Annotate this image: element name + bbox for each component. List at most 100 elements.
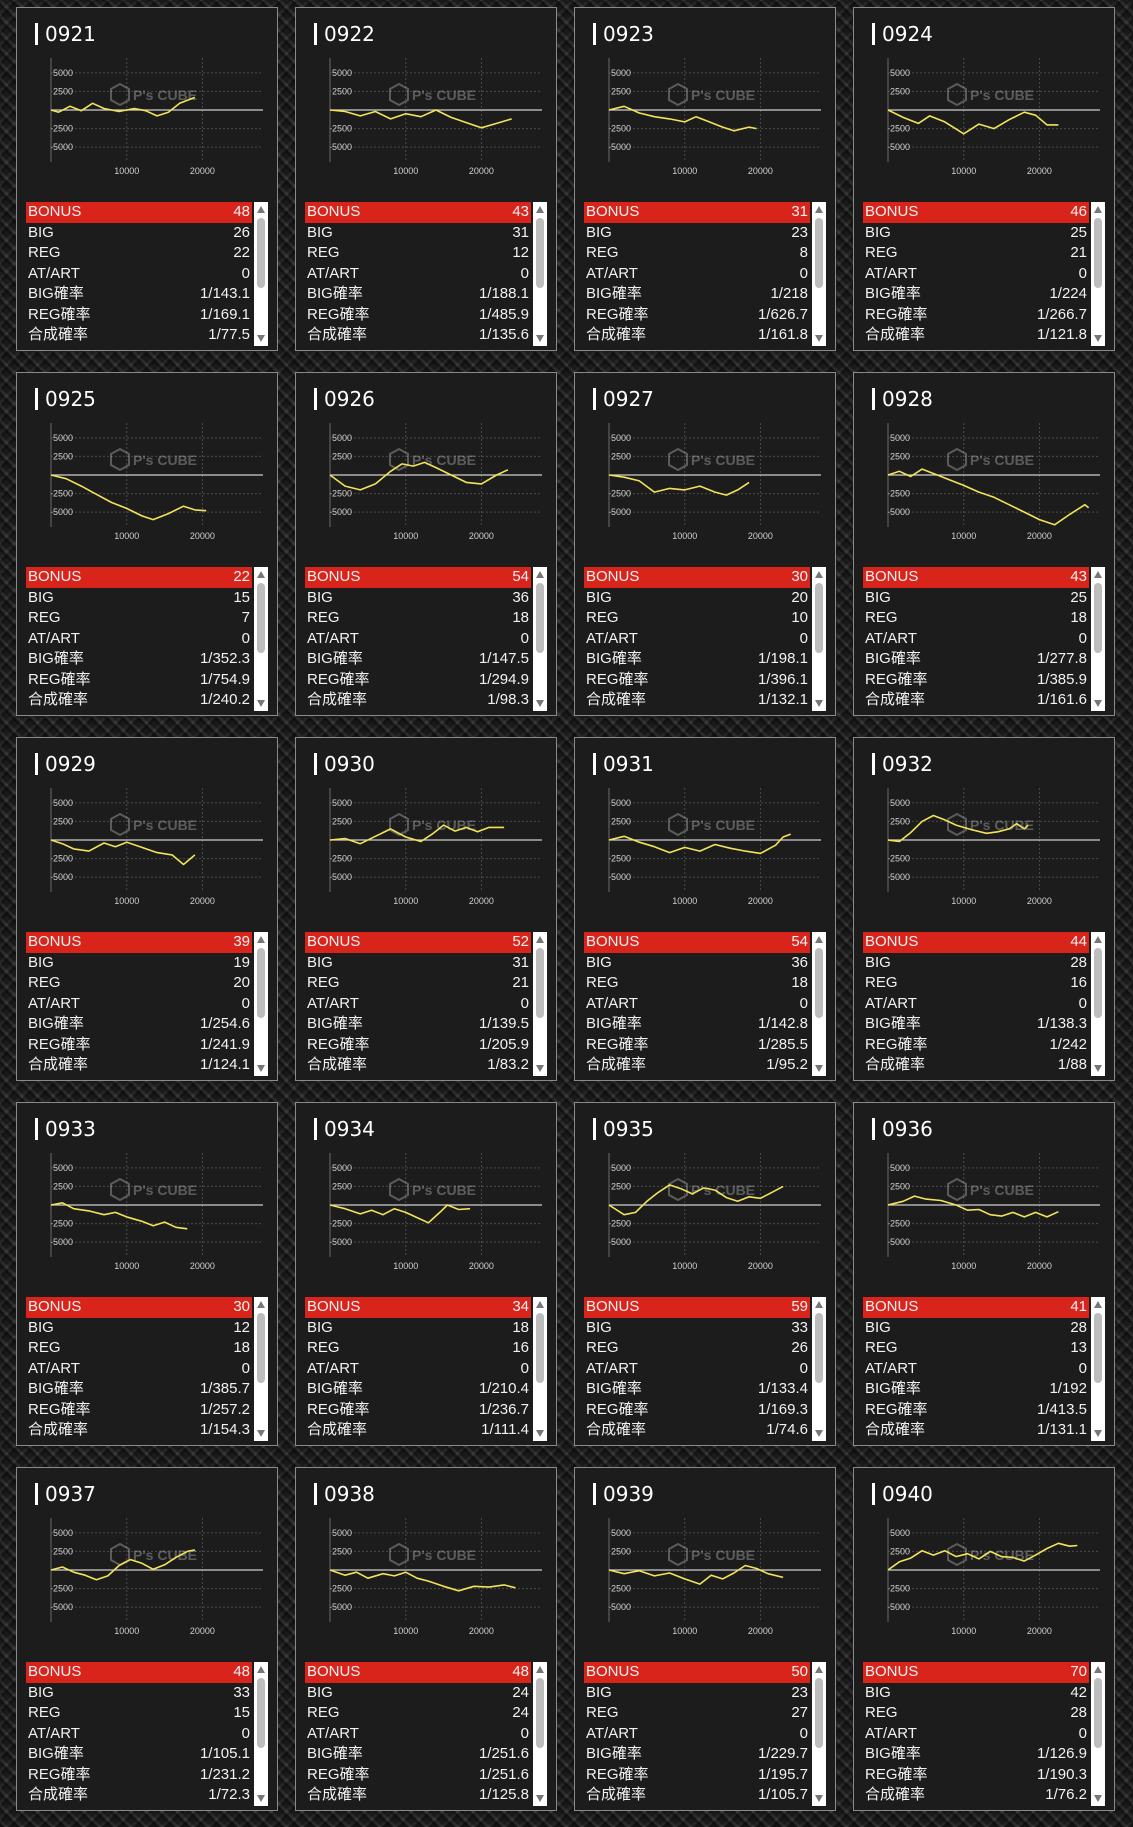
- machine-card-0926[interactable]: 0926 10000 20000 5000 2500 -2500 -5000 P's CUB…: [295, 372, 557, 716]
- stats-scrollbar[interactable]: [254, 1297, 268, 1441]
- scroll-thumb[interactable]: [815, 218, 823, 288]
- scroll-thumb[interactable]: [536, 1313, 544, 1383]
- scroll-up-arrow-icon[interactable]: [815, 1301, 823, 1308]
- scroll-up-arrow-icon[interactable]: [257, 1666, 265, 1673]
- stats-scrollbar[interactable]: [533, 932, 547, 1076]
- machine-card-0936[interactable]: 0936 10000 20000 5000 2500 -2500 -5000 P's CUB…: [853, 1102, 1115, 1446]
- machine-card-0929[interactable]: 0929 10000 20000 5000 2500 -2500 -5000 P's CUB…: [16, 737, 278, 1081]
- scroll-down-arrow-icon[interactable]: [257, 1795, 265, 1802]
- stats-scrollbar[interactable]: [533, 567, 547, 711]
- scroll-up-arrow-icon[interactable]: [815, 1666, 823, 1673]
- stats-scrollbar[interactable]: [1091, 932, 1105, 1076]
- stats-scrollbar[interactable]: [254, 1662, 268, 1806]
- scroll-up-arrow-icon[interactable]: [536, 1301, 544, 1308]
- scroll-down-arrow-icon[interactable]: [815, 335, 823, 342]
- stats-scrollbar[interactable]: [533, 1662, 547, 1806]
- machine-card-0921[interactable]: 0921 10000 20000 5000 2500 -2500 -5000 P's CUB…: [16, 7, 278, 351]
- stats-scrollbar[interactable]: [254, 202, 268, 346]
- scroll-thumb[interactable]: [815, 948, 823, 1018]
- machine-card-0928[interactable]: 0928 10000 20000 5000 2500 -2500 -5000 P's CUB…: [853, 372, 1115, 716]
- scroll-thumb[interactable]: [257, 1678, 265, 1748]
- scroll-up-arrow-icon[interactable]: [1094, 571, 1102, 578]
- scroll-down-arrow-icon[interactable]: [257, 1430, 265, 1437]
- scroll-down-arrow-icon[interactable]: [536, 700, 544, 707]
- scroll-down-arrow-icon[interactable]: [257, 700, 265, 707]
- scroll-thumb[interactable]: [815, 583, 823, 653]
- stats-scrollbar[interactable]: [812, 567, 826, 711]
- machine-card-0927[interactable]: 0927 10000 20000 5000 2500 -2500 -5000 P's CUB…: [574, 372, 836, 716]
- scroll-down-arrow-icon[interactable]: [815, 700, 823, 707]
- scroll-down-arrow-icon[interactable]: [1094, 1065, 1102, 1072]
- scroll-thumb[interactable]: [1094, 218, 1102, 288]
- scroll-down-arrow-icon[interactable]: [257, 335, 265, 342]
- stats-scrollbar[interactable]: [1091, 1662, 1105, 1806]
- machine-card-0924[interactable]: 0924 10000 20000 5000 2500 -2500 -5000 P's CUB…: [853, 7, 1115, 351]
- stats-scrollbar[interactable]: [1091, 202, 1105, 346]
- machine-card-0922[interactable]: 0922 10000 20000 5000 2500 -2500 -5000 P's CUB…: [295, 7, 557, 351]
- scroll-up-arrow-icon[interactable]: [1094, 936, 1102, 943]
- scroll-up-arrow-icon[interactable]: [815, 936, 823, 943]
- scroll-thumb[interactable]: [815, 1313, 823, 1383]
- scroll-thumb[interactable]: [815, 1678, 823, 1748]
- scroll-up-arrow-icon[interactable]: [536, 571, 544, 578]
- scroll-thumb[interactable]: [536, 583, 544, 653]
- scroll-down-arrow-icon[interactable]: [815, 1065, 823, 1072]
- scroll-thumb[interactable]: [1094, 1313, 1102, 1383]
- stats-scrollbar[interactable]: [1091, 567, 1105, 711]
- scroll-up-arrow-icon[interactable]: [257, 1301, 265, 1308]
- scroll-thumb[interactable]: [1094, 948, 1102, 1018]
- stats-scrollbar[interactable]: [812, 202, 826, 346]
- machine-card-0939[interactable]: 0939 10000 20000 5000 2500 -2500 -5000 P's CUB…: [574, 1467, 836, 1811]
- scroll-down-arrow-icon[interactable]: [1094, 700, 1102, 707]
- scroll-down-arrow-icon[interactable]: [1094, 1795, 1102, 1802]
- scroll-thumb[interactable]: [257, 218, 265, 288]
- machine-card-0933[interactable]: 0933 10000 20000 5000 2500 -2500 -5000 P's CUB…: [16, 1102, 278, 1446]
- machine-card-0938[interactable]: 0938 10000 20000 5000 2500 -2500 -5000 P's CUB…: [295, 1467, 557, 1811]
- scroll-up-arrow-icon[interactable]: [257, 206, 265, 213]
- scroll-up-arrow-icon[interactable]: [536, 1666, 544, 1673]
- scroll-up-arrow-icon[interactable]: [1094, 1666, 1102, 1673]
- scroll-down-arrow-icon[interactable]: [536, 1795, 544, 1802]
- machine-card-0937[interactable]: 0937 10000 20000 5000 2500 -2500 -5000 P's CUB…: [16, 1467, 278, 1811]
- machine-card-0925[interactable]: 0925 10000 20000 5000 2500 -2500 -5000 P's CUB…: [16, 372, 278, 716]
- scroll-down-arrow-icon[interactable]: [536, 335, 544, 342]
- scroll-up-arrow-icon[interactable]: [536, 206, 544, 213]
- scroll-up-arrow-icon[interactable]: [257, 936, 265, 943]
- scroll-up-arrow-icon[interactable]: [815, 206, 823, 213]
- machine-card-0940[interactable]: 0940 10000 20000 5000 2500 -2500 -5000 P's CUB…: [853, 1467, 1115, 1811]
- stats-scrollbar[interactable]: [812, 1297, 826, 1441]
- stats-scrollbar[interactable]: [812, 1662, 826, 1806]
- scroll-down-arrow-icon[interactable]: [815, 1795, 823, 1802]
- scroll-up-arrow-icon[interactable]: [536, 936, 544, 943]
- scroll-thumb[interactable]: [257, 583, 265, 653]
- scroll-thumb[interactable]: [1094, 583, 1102, 653]
- scroll-down-arrow-icon[interactable]: [536, 1065, 544, 1072]
- stats-scrollbar[interactable]: [533, 202, 547, 346]
- stats-scrollbar[interactable]: [254, 932, 268, 1076]
- stats-scrollbar[interactable]: [812, 932, 826, 1076]
- scroll-down-arrow-icon[interactable]: [1094, 1430, 1102, 1437]
- scroll-up-arrow-icon[interactable]: [257, 571, 265, 578]
- scroll-thumb[interactable]: [1094, 1678, 1102, 1748]
- scroll-thumb[interactable]: [536, 218, 544, 288]
- scroll-up-arrow-icon[interactable]: [815, 571, 823, 578]
- scroll-thumb[interactable]: [257, 1313, 265, 1383]
- scroll-thumb[interactable]: [257, 948, 265, 1018]
- scroll-thumb[interactable]: [536, 1678, 544, 1748]
- stats-scrollbar[interactable]: [1091, 1297, 1105, 1441]
- scroll-up-arrow-icon[interactable]: [1094, 1301, 1102, 1308]
- scroll-down-arrow-icon[interactable]: [1094, 335, 1102, 342]
- scroll-down-arrow-icon[interactable]: [536, 1430, 544, 1437]
- machine-card-0935[interactable]: 0935 10000 20000 5000 2500 -2500 -5000 P's CUB…: [574, 1102, 836, 1446]
- machine-card-0932[interactable]: 0932 10000 20000 5000 2500 -2500 -5000 P's CUB…: [853, 737, 1115, 1081]
- stats-scrollbar[interactable]: [533, 1297, 547, 1441]
- scroll-thumb[interactable]: [536, 948, 544, 1018]
- scroll-down-arrow-icon[interactable]: [257, 1065, 265, 1072]
- scroll-down-arrow-icon[interactable]: [815, 1430, 823, 1437]
- machine-card-0934[interactable]: 0934 10000 20000 5000 2500 -2500 -5000 P's CUB…: [295, 1102, 557, 1446]
- scroll-up-arrow-icon[interactable]: [1094, 206, 1102, 213]
- machine-card-0923[interactable]: 0923 10000 20000 5000 2500 -2500 -5000 P's CUB…: [574, 7, 836, 351]
- stats-scrollbar[interactable]: [254, 567, 268, 711]
- machine-card-0930[interactable]: 0930 10000 20000 5000 2500 -2500 -5000 P's CUB…: [295, 737, 557, 1081]
- machine-card-0931[interactable]: 0931 10000 20000 5000 2500 -2500 -5000 P's CUB…: [574, 737, 836, 1081]
